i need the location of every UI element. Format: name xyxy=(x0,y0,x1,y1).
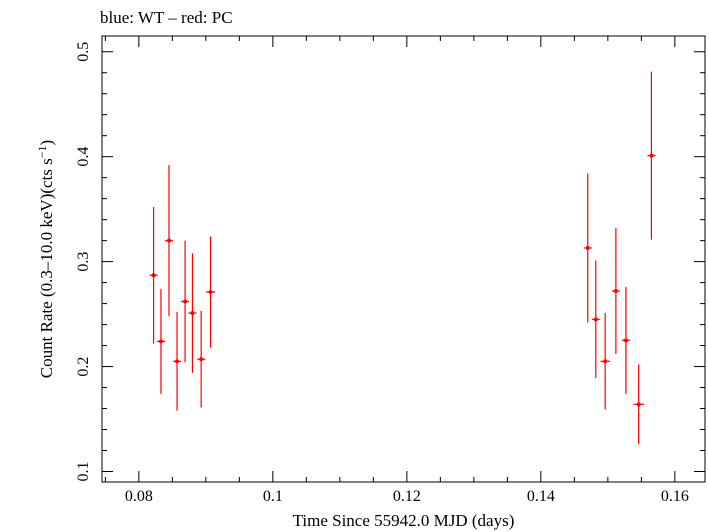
y-tick-labels: 0.1 0.2 0.3 0.4 0.5 xyxy=(75,42,92,482)
data-point xyxy=(633,364,645,445)
y-tick-label: 0.3 xyxy=(75,252,92,272)
chart-title: blue: WT – red: PC xyxy=(100,8,233,27)
data-point xyxy=(600,313,610,410)
point-marker xyxy=(190,311,195,316)
y-tick-label: 0.5 xyxy=(75,42,92,62)
data-point xyxy=(591,260,600,379)
point-marker xyxy=(613,289,618,294)
plot-frame xyxy=(101,35,706,483)
point-marker xyxy=(167,238,171,243)
y-axis-label: Count Rate (0.3–10.0 keV)(cts s−1) xyxy=(35,140,56,378)
data-point xyxy=(188,253,197,373)
x-tick-label: 0.14 xyxy=(527,488,555,505)
y-axis-label-superscript: −1 xyxy=(35,145,49,158)
data-point xyxy=(647,71,656,240)
data-point xyxy=(197,310,206,408)
point-marker xyxy=(183,299,188,304)
x-tick-label: 0.08 xyxy=(125,488,153,505)
data-point xyxy=(156,288,165,394)
data-point xyxy=(621,286,630,394)
axis-ticks xyxy=(102,36,705,482)
x-axis-label: Time Since 55942.0 MJD (days) xyxy=(293,511,515,530)
point-marker xyxy=(208,290,213,295)
point-marker xyxy=(636,402,641,407)
data-point xyxy=(149,207,158,344)
x-tick-label: 0.12 xyxy=(393,488,421,505)
point-marker xyxy=(199,357,204,362)
data-point xyxy=(611,228,620,354)
point-marker xyxy=(151,273,156,278)
point-marker xyxy=(175,359,180,364)
point-marker xyxy=(649,153,654,158)
y-tick-label: 0.1 xyxy=(75,462,92,482)
data-point xyxy=(181,240,190,363)
point-marker xyxy=(158,339,163,344)
point-marker xyxy=(623,338,628,343)
data-point xyxy=(173,311,182,411)
x-tick-label: 0.16 xyxy=(661,488,689,505)
y-axis-label-main: Count Rate (0.3–10.0 keV)(cts s xyxy=(37,158,56,378)
x-tick-labels: 0.08 0.1 0.12 0.14 0.16 xyxy=(125,488,689,505)
y-tick-label: 0.4 xyxy=(75,147,92,167)
y-tick-label: 0.2 xyxy=(75,357,92,377)
x-tick-label: 0.1 xyxy=(263,488,283,505)
y-axis-label-end: ) xyxy=(37,140,56,146)
point-marker xyxy=(593,317,598,322)
point-marker xyxy=(585,245,590,250)
data-points xyxy=(149,71,656,445)
data-point xyxy=(164,165,174,317)
data-point xyxy=(583,173,592,323)
data-point xyxy=(205,236,216,348)
point-marker xyxy=(603,359,608,364)
